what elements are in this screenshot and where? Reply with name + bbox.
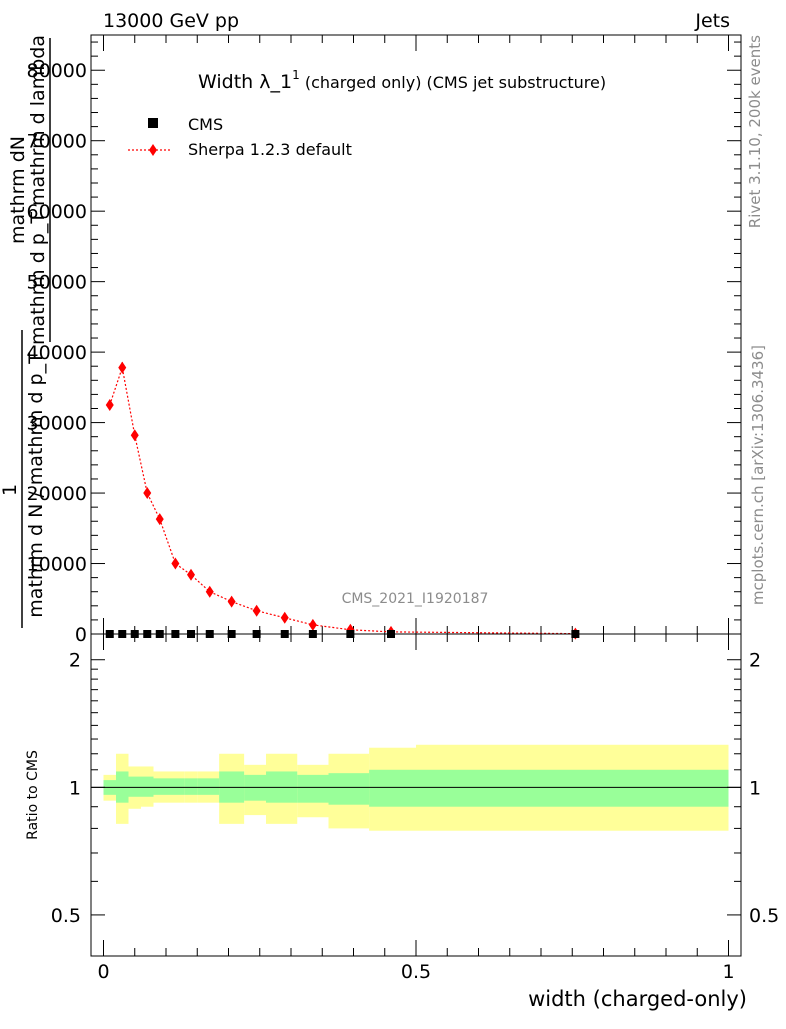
header-energy-label: 13000 GeV pp: [103, 10, 239, 32]
y-tick-label: 40000: [27, 342, 87, 364]
x-tick-label: 0.5: [401, 961, 431, 983]
header-jets-label: Jets: [694, 10, 730, 32]
ratio-y-tick-label-right: 1: [749, 777, 761, 799]
ratio-band-stat: [197, 778, 220, 795]
sherpa-point: [171, 557, 180, 570]
y-tick-label: 60000: [27, 201, 87, 223]
sherpa-point: [227, 595, 236, 608]
ratio-plot-panel: 0.5 0.51 12 2 0 0.5 1 Ratio to CMS width (cha…: [25, 633, 779, 1011]
ratio-band-stat: [184, 778, 198, 795]
plot-title: Width λ_11 (charged only) (CMS jet subst…: [198, 68, 606, 93]
ratio-y-tick-label-right: 2: [749, 650, 761, 672]
ratio-y-tick-label: 0.5: [51, 905, 81, 927]
title-symbol: λ_1: [259, 71, 292, 93]
y-tick-label: 80000: [27, 60, 87, 82]
y-tick-label: 50000: [27, 272, 87, 294]
x-axis-label: width (charged-only): [528, 987, 747, 1011]
rivet-version-label: Rivet 3.1.10, 200k events: [746, 35, 764, 228]
ratio-y-tick-label: 2: [69, 650, 81, 672]
ratio-band-stat: [166, 778, 185, 795]
y-tick-label: 70000: [27, 131, 87, 153]
ratio-band-stat: [141, 776, 154, 797]
sherpa-point: [118, 361, 127, 374]
sherpa-point: [187, 568, 195, 581]
y-tick-label: 0: [75, 624, 87, 646]
ratio-band-stat: [369, 769, 416, 807]
legend-cms-marker: [148, 118, 158, 128]
ratio-y-axis: 0.5 0.5 1 1 2 2: [51, 650, 779, 927]
x-tick-label: 0: [97, 961, 109, 983]
ratio-y-axis-label: Ratio to CMS: [25, 750, 41, 840]
ylabel-one: 1: [0, 484, 21, 496]
sherpa-point: [252, 604, 261, 617]
ratio-band-stat: [297, 774, 329, 803]
ratio-band-stat: [328, 773, 370, 805]
ratio-band-stat: [416, 769, 729, 807]
sherpa-point: [205, 585, 214, 598]
legend-sherpa-marker: [149, 144, 157, 156]
ylabel-dn-dpt: mathrm d N / mathrm d p_T: [25, 352, 47, 618]
legend-sherpa-label: Sherpa 1.2.3 default: [188, 140, 352, 159]
main-y-axis: 0 10000 20000 30000 40000 50000 60000 70000 8000…: [27, 41, 741, 646]
ylabel-dpt-dlambda: mathrm d p_T mathrm d lambda: [27, 35, 49, 345]
sherpa-point: [280, 611, 289, 624]
y-tick-label: 30000: [27, 413, 87, 435]
analysis-watermark: CMS_2021_I1920187: [342, 591, 489, 607]
title-suffix: (charged only) (CMS jet substructure): [300, 73, 606, 92]
legend-cms-label: CMS: [188, 115, 223, 134]
y-tick-label: 10000: [27, 554, 87, 576]
ratio-band-stat: [153, 778, 166, 795]
mcplots-label: mcplots.cern.ch [arXiv:1306.3436]: [749, 345, 767, 605]
y-tick-label: 20000: [27, 483, 87, 505]
title-word: Width: [198, 71, 259, 93]
x-tick-label: 1: [722, 961, 734, 983]
title-superscript: 1: [292, 68, 300, 82]
ratio-y-tick-label: 1: [69, 777, 81, 799]
sherpa-point: [143, 487, 152, 500]
sherpa-line: [109, 365, 576, 635]
sherpa-point: [155, 513, 164, 526]
ratio-x-axis: 0 0.5 1: [97, 634, 735, 983]
ratio-band-stat: [128, 776, 141, 797]
ratio-y-tick-label-right: 0.5: [749, 905, 779, 927]
ylabel-dn: mathrm dN: [7, 136, 29, 244]
main-plot-panel: 0 10000 20000 30000 40000 50000 60000 70000 8000…: [0, 34, 742, 646]
main-y-axis-label: mathrm dN mathrm d p_T mathrm d lambda 1…: [0, 35, 51, 628]
legend: CMS Sherpa 1.2.3 default: [128, 115, 352, 159]
sherpa-point: [308, 618, 317, 631]
sherpa-point: [105, 398, 114, 411]
sherpa-point: [130, 429, 139, 442]
